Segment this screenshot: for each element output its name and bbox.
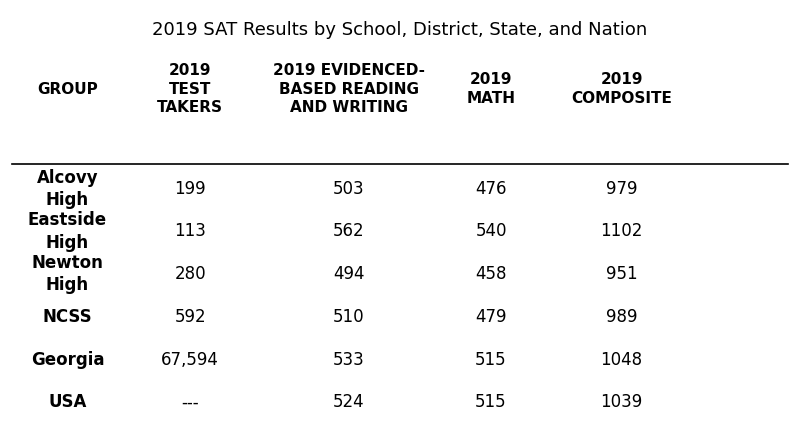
Text: 1102: 1102 [601,222,643,240]
Text: USA: USA [48,393,86,411]
Text: 199: 199 [174,180,206,198]
Text: 2019 EVIDENCED-
BASED READING
AND WRITING: 2019 EVIDENCED- BASED READING AND WRITIN… [273,63,425,115]
Text: 951: 951 [606,265,638,283]
Text: 562: 562 [333,222,364,240]
Text: Eastside
High: Eastside High [28,212,107,252]
Text: 67,594: 67,594 [162,351,219,368]
Text: 2019
MATH: 2019 MATH [466,72,515,106]
Text: ---: --- [182,393,199,411]
Text: 503: 503 [333,180,364,198]
Text: 458: 458 [475,265,506,283]
Text: NCSS: NCSS [42,308,92,326]
Text: 515: 515 [475,393,507,411]
Text: 540: 540 [475,222,506,240]
Text: GROUP: GROUP [37,82,98,97]
Text: 113: 113 [174,222,206,240]
Text: Georgia: Georgia [30,351,104,368]
Text: 2019
COMPOSITE: 2019 COMPOSITE [571,72,672,106]
Text: 979: 979 [606,180,638,198]
Text: 476: 476 [475,180,506,198]
Text: 2019
TEST
TAKERS: 2019 TEST TAKERS [158,63,223,115]
Text: 494: 494 [333,265,364,283]
Text: 989: 989 [606,308,638,326]
Text: 479: 479 [475,308,506,326]
Text: 515: 515 [475,351,507,368]
Text: 524: 524 [333,393,364,411]
Text: 280: 280 [174,265,206,283]
Text: 592: 592 [174,308,206,326]
Text: 533: 533 [333,351,365,368]
Text: 1048: 1048 [601,351,642,368]
Text: 510: 510 [333,308,364,326]
Text: 2019 SAT Results by School, District, State, and Nation: 2019 SAT Results by School, District, St… [152,21,648,39]
Text: 1039: 1039 [601,393,642,411]
Text: Newton
High: Newton High [31,254,103,294]
Text: Alcovy
High: Alcovy High [37,169,98,209]
